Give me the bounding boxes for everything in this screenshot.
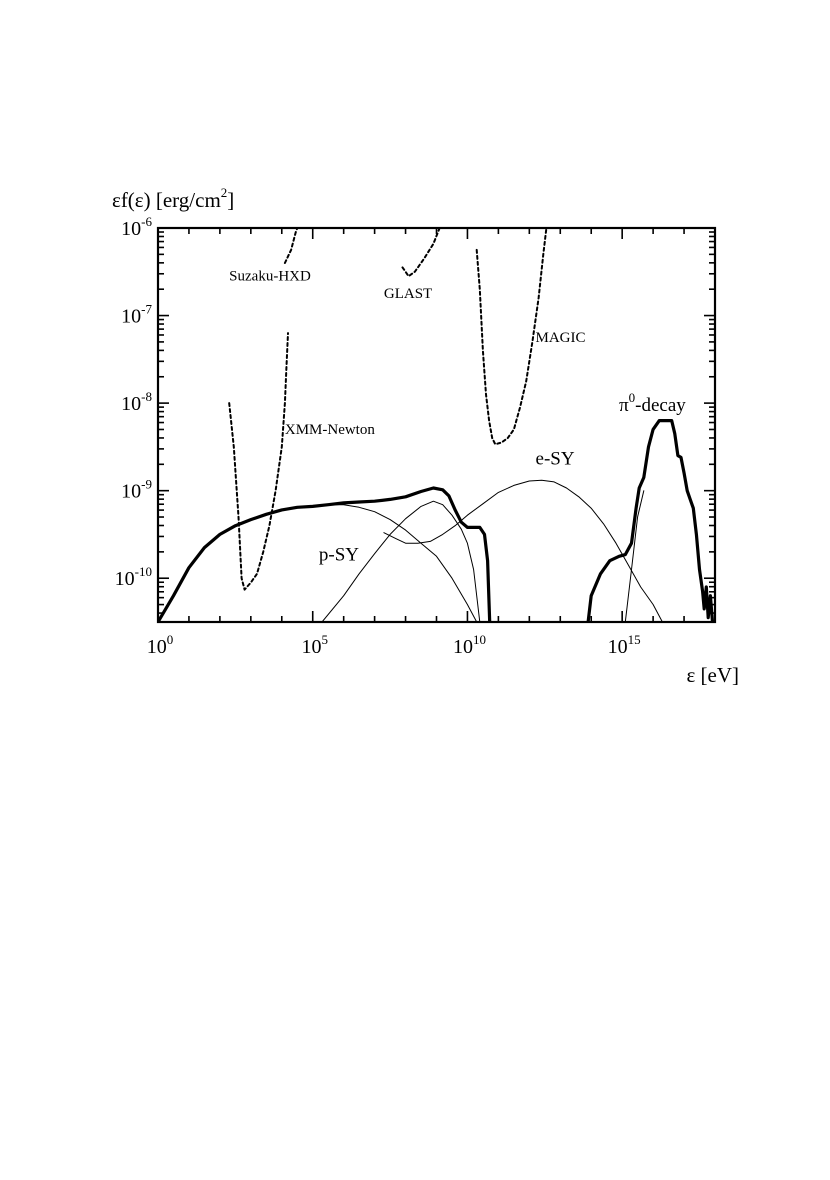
curves-layer — [158, 228, 715, 622]
p-sy-label: p-SY — [319, 545, 359, 566]
labels-layer: 100 105 1010 1015 10-6 10-7 10-8 10-9 10-10 ε [eV… — [112, 185, 739, 687]
glast-curve — [401, 228, 441, 278]
suzaku-hxd-curve — [283, 228, 299, 264]
magic-curve — [475, 228, 548, 446]
thin-3-curve — [321, 500, 481, 622]
magic-label: MAGIC — [536, 330, 586, 346]
glast-label: GLAST — [384, 286, 432, 302]
x-tick-label: 105 — [301, 632, 328, 658]
xmm-newton-label: XMM-Newton — [285, 422, 375, 438]
y-tick-label: 10-8 — [121, 389, 152, 415]
x-tick-label: 100 — [147, 632, 174, 658]
xmm-newton-curve — [228, 332, 289, 591]
suzaku-hxd-label: Suzaku-HXD — [229, 269, 311, 285]
y-tick-label: 10-10 — [115, 564, 152, 590]
ticks-layer — [157, 227, 716, 622]
pi0-decay-label: π0-decay — [619, 390, 686, 416]
p-sy-curve — [158, 504, 478, 622]
y-tick-label: 10-7 — [121, 302, 152, 328]
e-sy-label: e-SY — [536, 448, 575, 469]
y-tick-label: 10-6 — [121, 214, 152, 240]
x-axis-title: ε [eV] — [686, 663, 739, 687]
x-tick-label: 1015 — [608, 632, 641, 658]
plot-frame — [156, 226, 717, 624]
x-tick-label: 1010 — [453, 632, 486, 658]
e-sy-curve — [383, 479, 663, 622]
thin-5-curve — [624, 490, 645, 622]
y-tick-label: 10-9 — [121, 477, 152, 503]
y-axis-title: εf(ε) [erg/cm2] — [112, 185, 234, 212]
thick-1-curve — [586, 419, 715, 622]
